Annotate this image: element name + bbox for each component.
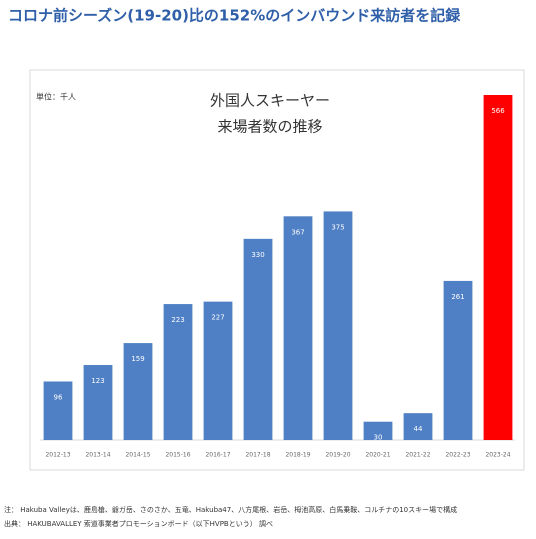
bar (403, 413, 433, 440)
note: 注： Hakuba Valleyは、鹿島槍、爺ガ岳、さのさか、五竜、Hakuba… (4, 505, 457, 514)
bar (483, 95, 513, 440)
data-label: 227 (211, 314, 224, 322)
bar (43, 381, 73, 440)
x-tick-label: 2019-20 (325, 452, 350, 459)
x-tick-label: 2015-16 (165, 452, 190, 459)
chart-title: 外国人スキーヤー (210, 92, 330, 110)
x-tick-label: 2021-22 (405, 452, 430, 459)
data-label: 123 (91, 377, 104, 385)
data-label: 330 (251, 251, 264, 259)
chart-title: 来場者数の推移 (217, 118, 322, 136)
data-label: 375 (331, 223, 344, 231)
bar (83, 365, 113, 440)
bar (363, 421, 393, 440)
note: 出典： HAKUBAVALLEY 索道事業者プロモーションボード（以下HVPBと… (4, 519, 273, 528)
bar (163, 304, 193, 440)
data-label: 566 (491, 107, 505, 115)
x-tick-label: 2017-18 (245, 452, 270, 459)
bar (323, 211, 353, 440)
bar (283, 216, 313, 440)
x-tick-label: 2013-14 (85, 452, 110, 459)
bar (243, 238, 273, 440)
x-tick-label: 2020-21 (365, 452, 390, 459)
data-label: 30 (374, 434, 383, 442)
bar (123, 343, 153, 440)
x-tick-label: 2023-24 (485, 452, 510, 459)
unit-label: 単位：千人 (36, 92, 76, 102)
data-label: 159 (131, 355, 144, 363)
data-label: 261 (451, 293, 464, 301)
data-label: 223 (171, 316, 184, 324)
x-tick-label: 2016-17 (205, 452, 230, 459)
x-tick-label: 2022-23 (445, 452, 470, 459)
bar (443, 280, 473, 440)
bar (203, 301, 233, 440)
data-label: 367 (291, 228, 304, 236)
x-tick-label: 2012-13 (45, 452, 70, 459)
data-label: 44 (414, 425, 423, 433)
x-tick-label: 2014-15 (125, 452, 150, 459)
headline: コロナ前シーズン(19-20)比の152%のインバウンド来訪者を記録 (8, 7, 461, 25)
x-tick-label: 2018-19 (285, 452, 310, 459)
data-label: 96 (54, 393, 63, 401)
